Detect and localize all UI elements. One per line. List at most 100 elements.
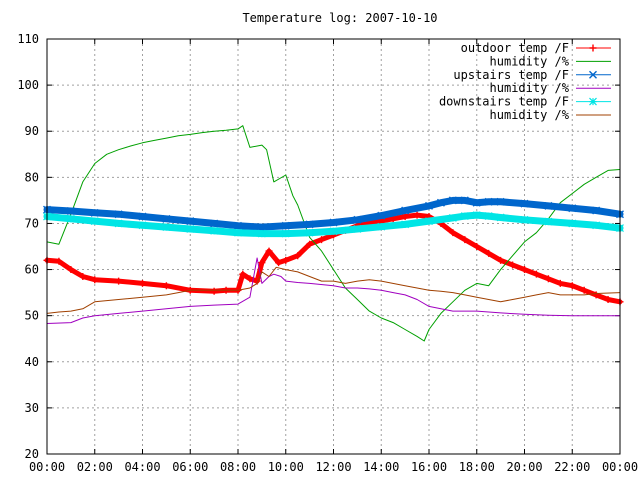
data-point [281, 221, 290, 230]
data-point [544, 201, 553, 210]
data-point [210, 226, 219, 235]
y-tick-label: 80 [25, 170, 39, 184]
data-point [90, 208, 99, 217]
chart-title: Temperature log: 2007-10-10 [242, 11, 437, 25]
data-point [580, 286, 588, 294]
data-point [604, 296, 612, 304]
data-point [265, 247, 273, 255]
data-point [448, 213, 457, 222]
x-tick-label: 00:00 [602, 460, 638, 474]
data-point [306, 240, 314, 248]
data-point [425, 217, 433, 226]
data-point [460, 212, 469, 220]
y-tick-label: 40 [25, 355, 39, 369]
data-point [66, 214, 75, 223]
data-point [521, 266, 528, 274]
legend-label: outdoor temp /F [461, 41, 569, 55]
x-tick-label: 00:00 [29, 460, 65, 474]
data-point [257, 223, 266, 232]
data-point [568, 282, 576, 290]
legend-label: humidity /% [490, 54, 570, 68]
data-point [186, 225, 195, 233]
series-1 [46, 125, 621, 342]
y-tick-label: 20 [25, 447, 39, 461]
data-point [472, 211, 481, 220]
data-point [281, 229, 290, 238]
legend-item: humidity /% [490, 81, 611, 95]
data-point [139, 279, 146, 287]
data-point [55, 257, 63, 265]
data-point [377, 211, 386, 220]
data-point [258, 259, 266, 267]
data-point [496, 213, 505, 222]
axis-layer: 20 30 40 50 60 70 80 90 100 110 00:00 02:00 04:00 06:… [17, 32, 638, 474]
data-point [589, 70, 597, 79]
data-point [592, 291, 600, 299]
data-point [210, 219, 219, 228]
data-point [460, 196, 469, 205]
data-point [210, 287, 218, 295]
data-point [162, 282, 170, 290]
legend-item: humidity /% [490, 54, 611, 68]
data-point [234, 228, 242, 237]
data-point [377, 222, 386, 231]
data-point [413, 211, 421, 219]
grid-layer [47, 39, 620, 454]
data-point [79, 272, 87, 280]
data-point [329, 218, 338, 227]
data-point [114, 210, 123, 219]
data-point [485, 249, 493, 257]
data-point [66, 206, 75, 215]
series-3 [46, 257, 621, 324]
x-tick-label: 14:00 [363, 460, 399, 474]
data-point [246, 275, 254, 283]
plot-frame [46, 38, 621, 455]
legend-label: downstairs temp /F [439, 95, 569, 109]
legend-item: downstairs temp /F [439, 95, 611, 109]
y-tick-label: 90 [25, 124, 39, 138]
y-tick-label: 70 [25, 216, 39, 230]
data-point [449, 229, 457, 237]
data-point [138, 221, 147, 230]
data-point [544, 275, 552, 283]
data-point [186, 217, 195, 226]
data-point [568, 204, 577, 213]
data-point [239, 270, 247, 278]
x-tick-label: 22:00 [554, 460, 590, 474]
data-point [520, 215, 529, 224]
data-point [484, 197, 493, 206]
data-point [90, 217, 99, 226]
x-tick-label: 08:00 [220, 460, 256, 474]
series-line [46, 266, 621, 314]
data-point [67, 266, 75, 274]
data-point [91, 276, 99, 284]
legend-item: upstairs temp /F [453, 68, 611, 82]
data-point [589, 44, 597, 52]
data-point [138, 212, 147, 221]
data-point [305, 228, 314, 237]
data-point [496, 197, 505, 206]
y-tick-label: 50 [25, 309, 39, 323]
legend-label: humidity /% [490, 108, 570, 122]
data-point [544, 217, 553, 226]
series-line [46, 257, 621, 324]
data-point [497, 256, 505, 264]
data-point [520, 199, 529, 208]
x-tick-label: 12:00 [315, 460, 351, 474]
data-point [556, 279, 564, 287]
legend-item: humidity /% [490, 108, 611, 122]
y-tick-label: 100 [17, 78, 39, 92]
data-point [305, 220, 314, 229]
x-tick-label: 10:00 [268, 460, 304, 474]
data-point [592, 221, 601, 230]
series-layer [43, 125, 624, 342]
series-line [46, 125, 621, 342]
data-point [484, 212, 493, 220]
x-tick-label: 06:00 [172, 460, 208, 474]
series-line [43, 196, 624, 231]
series-4 [43, 211, 624, 238]
data-point [532, 270, 540, 278]
data-point [282, 256, 290, 264]
